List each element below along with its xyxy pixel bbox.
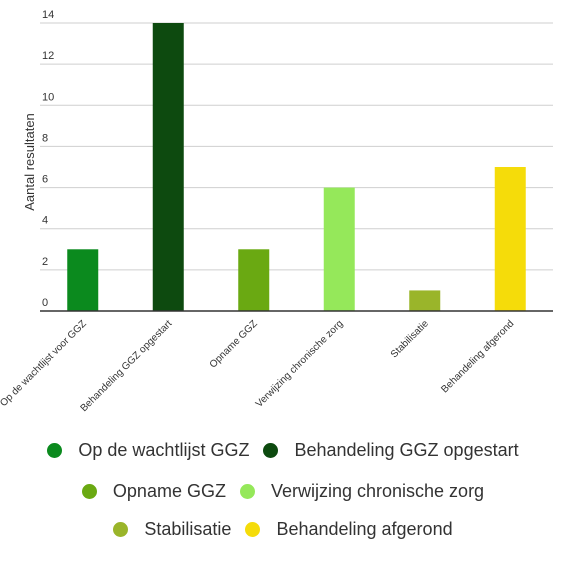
legend-label: Verwijzing chronische zorg [270, 481, 485, 501]
legend-swatch [263, 443, 279, 458]
legend-row-1: Op de wachtlijst GGZ Behandeling GGZ opg… [0, 440, 566, 461]
legend-label: Op de wachtlijst GGZ [78, 440, 250, 460]
x-tick-label: Op de wachtlijst voor GGZ [0, 318, 89, 409]
legend-label: Opname GGZ [112, 481, 226, 501]
y-tick-labels: 0 2 4 6 8 10 12 14 [42, 9, 54, 309]
bar [152, 23, 184, 311]
legend-swatch [239, 484, 255, 499]
legend-item: Stabilisatie [113, 519, 231, 540]
y-tick-label: 8 [42, 132, 48, 144]
bar [323, 187, 355, 311]
bar [67, 249, 99, 311]
legend-row-2: Opname GGZ Verwijzing chronische zorg [0, 481, 566, 502]
y-tick-label: 10 [42, 91, 54, 103]
legend-label: Behandeling GGZ opgestart [294, 440, 519, 460]
x-tick-label: Behandeling GGZ opgestart [79, 318, 175, 414]
legend-item: Behandeling afgerond [245, 519, 453, 540]
legend-swatch [47, 443, 63, 458]
bar [409, 290, 441, 311]
gridlines [40, 22, 553, 271]
legend-swatch [81, 484, 97, 499]
y-tick-label: 12 [42, 50, 54, 62]
legend-label: Behandeling afgerond [276, 519, 453, 539]
legend-item: Op de wachtlijst GGZ [47, 440, 249, 461]
legend-label: Stabilisatie [144, 519, 232, 539]
y-tick-label: 2 [42, 256, 48, 268]
x-tick-label: Behandeling afgerond [439, 318, 516, 395]
legend-item: Opname GGZ [81, 481, 226, 502]
y-tick-label: 14 [42, 9, 54, 21]
x-tick-label: Stabilisatie [389, 318, 431, 360]
y-tick-label: 4 [42, 215, 48, 227]
legend-row-3: Stabilisatie Behandeling afgerond [0, 519, 566, 540]
legend-swatch [245, 522, 261, 537]
x-tick-label: Opname GGZ [208, 318, 260, 370]
bar [238, 249, 270, 311]
legend-item: Behandeling GGZ opgestart [263, 440, 519, 461]
bars [67, 23, 526, 311]
x-tick-label: Verwijzing chronische zorg [254, 318, 345, 409]
y-tick-label: 6 [42, 174, 48, 186]
legend-item: Verwijzing chronische zorg [239, 481, 485, 502]
y-axis-label: Aantal resultaten [22, 113, 37, 211]
y-tick-label: 0 [42, 297, 48, 309]
legend-swatch [113, 522, 129, 537]
bar [494, 167, 526, 311]
